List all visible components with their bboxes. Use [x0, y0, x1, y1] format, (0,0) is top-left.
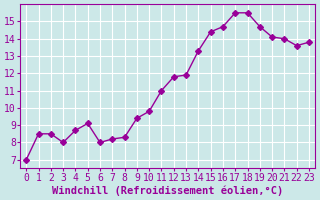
- X-axis label: Windchill (Refroidissement éolien,°C): Windchill (Refroidissement éolien,°C): [52, 185, 283, 196]
